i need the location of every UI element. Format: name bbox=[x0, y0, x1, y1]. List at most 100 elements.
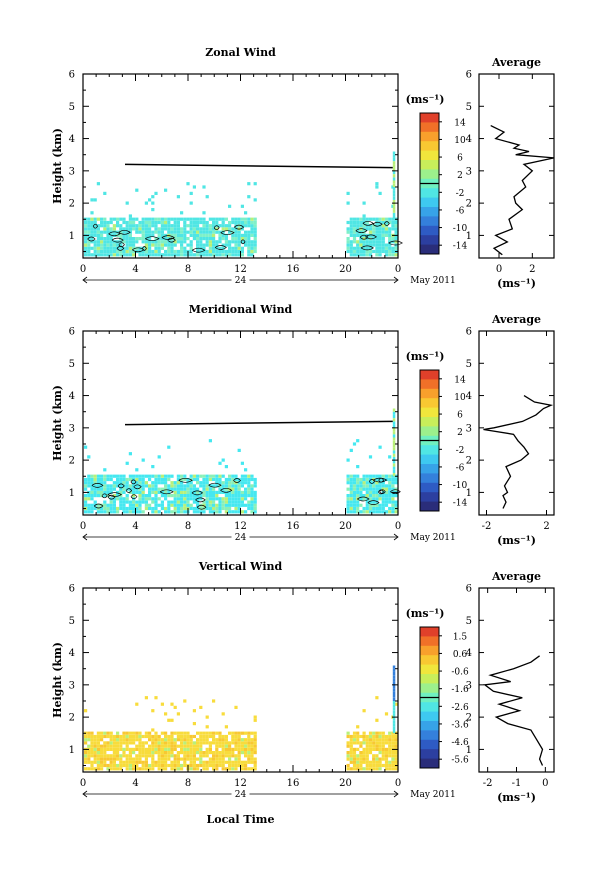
heatmap-cell bbox=[106, 757, 110, 761]
heatmap-cell bbox=[365, 484, 369, 488]
heatmap-cell bbox=[183, 510, 187, 514]
heatmap-cell bbox=[148, 763, 152, 768]
heatmap-cell bbox=[388, 474, 392, 478]
heatmap-cell bbox=[215, 240, 219, 244]
heatmap-cell bbox=[100, 487, 104, 491]
heatmap-cell bbox=[112, 217, 116, 221]
heatmap-cell bbox=[392, 206, 396, 210]
heatmap-cell bbox=[365, 506, 369, 511]
heatmap-cell bbox=[352, 767, 357, 771]
heatmap-cell bbox=[90, 246, 94, 250]
heatmap-cell bbox=[218, 490, 222, 494]
heatmap-cell bbox=[208, 230, 212, 234]
heatmap-cell bbox=[388, 230, 392, 234]
heatmap-cell bbox=[202, 763, 206, 768]
ytick-label: 1 bbox=[69, 745, 75, 756]
heatmap-cell bbox=[90, 760, 94, 764]
heatmap-cell bbox=[215, 760, 219, 764]
heatmap-cell bbox=[392, 707, 396, 711]
heatmap-cell bbox=[164, 484, 168, 488]
heatmap-cell bbox=[125, 747, 129, 751]
heatmap-cell bbox=[116, 477, 120, 482]
heatmap-cell bbox=[234, 494, 238, 498]
heatmap-cell bbox=[125, 237, 129, 241]
heatmap-cell bbox=[375, 477, 379, 482]
heatmap-cell bbox=[132, 731, 136, 735]
heatmap-cell bbox=[218, 233, 222, 237]
heatmap-cell bbox=[253, 494, 257, 498]
heatmap-cell bbox=[116, 217, 120, 221]
heatmap-cell bbox=[151, 728, 155, 732]
heatmap-cell bbox=[138, 490, 142, 494]
heatmap-cell bbox=[231, 217, 235, 221]
heatmap-cell bbox=[237, 497, 241, 501]
heatmap-cell bbox=[221, 220, 225, 225]
heatmap-cell bbox=[368, 490, 373, 494]
heatmap-cell bbox=[189, 494, 193, 498]
heatmap-cell bbox=[87, 510, 91, 514]
heatmap-cell bbox=[109, 757, 113, 761]
heatmap-cell bbox=[151, 224, 155, 228]
heatmap-cell bbox=[218, 246, 222, 250]
heatmap-cell bbox=[132, 227, 136, 231]
heatmap-cell bbox=[90, 484, 94, 488]
heatmap-cell bbox=[96, 754, 100, 758]
heatmap-cell bbox=[167, 500, 171, 504]
heatmap-cell bbox=[356, 741, 360, 745]
colorbar-segment bbox=[420, 454, 439, 465]
colorbar-segment bbox=[420, 749, 439, 760]
heatmap-cell bbox=[391, 510, 395, 514]
colorbar-tick-label: -4.6 bbox=[451, 738, 469, 748]
heatmap-cell bbox=[349, 744, 353, 748]
heatmap-cell bbox=[215, 253, 219, 257]
heatmap-cell bbox=[240, 490, 244, 494]
heatmap-cell bbox=[221, 754, 225, 758]
heatmap-cell bbox=[208, 477, 212, 482]
heatmap-cell bbox=[212, 767, 216, 771]
heatmap-cell bbox=[346, 477, 350, 482]
heatmap-cell bbox=[202, 734, 206, 739]
heatmap-cell bbox=[128, 214, 132, 218]
average-xtick-label: -2 bbox=[482, 521, 492, 532]
heatmap-cell bbox=[144, 253, 148, 257]
heatmap-cell bbox=[189, 490, 193, 494]
heatmap-cell bbox=[356, 510, 360, 514]
heatmap-cell bbox=[205, 253, 209, 257]
heatmap-cell bbox=[138, 731, 142, 735]
heatmap-cell bbox=[192, 484, 196, 488]
heatmap-cell bbox=[103, 500, 107, 504]
heatmap-cell bbox=[218, 230, 222, 234]
heatmap-cell bbox=[125, 227, 129, 231]
heatmap-cell bbox=[132, 237, 136, 241]
xtick-label: 8 bbox=[185, 521, 191, 532]
heatmap-cell bbox=[186, 503, 190, 507]
heatmap-cell bbox=[378, 477, 382, 482]
heatmap-cell bbox=[93, 477, 97, 482]
heatmap-cell bbox=[106, 506, 110, 511]
contour-loop bbox=[145, 236, 160, 242]
heatmap-cell bbox=[151, 751, 155, 755]
heatmap-cell bbox=[202, 754, 206, 758]
heatmap-cell bbox=[138, 237, 142, 241]
heatmap-cell bbox=[189, 243, 193, 247]
ytick-label: 5 bbox=[69, 102, 75, 113]
heatmap-cell bbox=[384, 741, 389, 745]
heatmap-cell bbox=[362, 201, 366, 205]
heatmap-cell bbox=[157, 217, 161, 221]
heatmap-cell bbox=[391, 217, 395, 221]
heatmap-cell bbox=[122, 477, 126, 482]
colorbar-tick-label: -14 bbox=[453, 242, 468, 252]
heatmap-cell bbox=[224, 510, 228, 514]
heatmap-cell bbox=[224, 217, 228, 221]
heatmap-cell bbox=[352, 477, 357, 482]
colorbar-segment bbox=[420, 445, 439, 456]
heatmap-cell bbox=[365, 490, 369, 494]
heatmap-cell bbox=[228, 500, 232, 504]
heatmap-cell bbox=[96, 237, 100, 241]
average-xtick-label: 0 bbox=[496, 264, 502, 275]
heatmap-cell bbox=[189, 506, 193, 511]
heatmap-cell bbox=[250, 490, 254, 494]
heatmap-cell bbox=[388, 734, 392, 739]
heatmap-cell bbox=[106, 487, 110, 491]
heatmap-cell bbox=[234, 754, 238, 758]
